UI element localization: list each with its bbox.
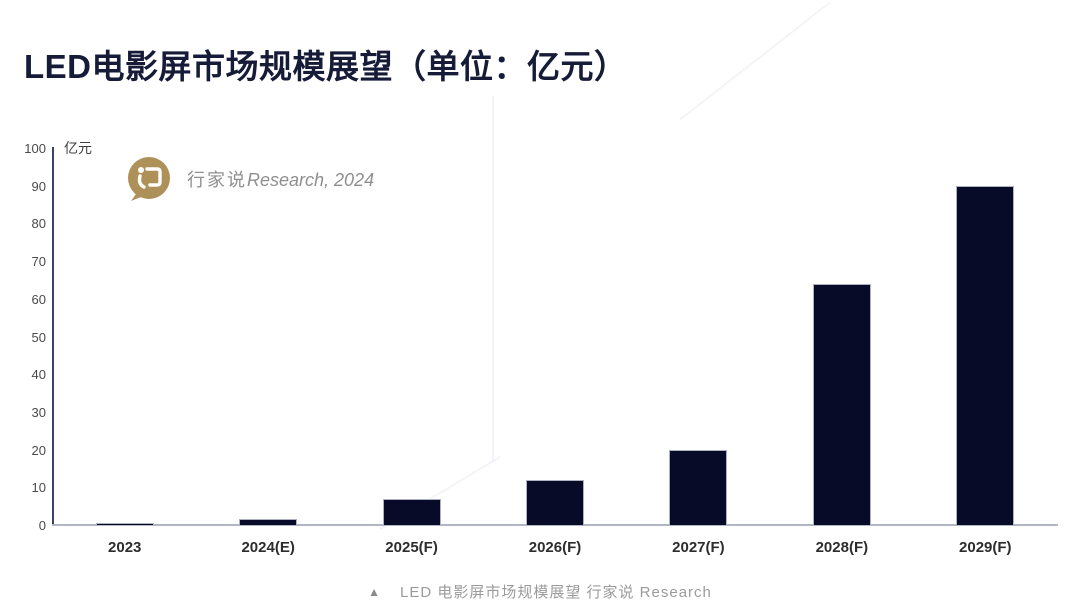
y-tick-label-90: 90: [31, 178, 46, 194]
y-tick-label-100: 100: [24, 141, 46, 156]
bar-2023: [95, 523, 154, 525]
y-tick-label-40: 40: [31, 367, 46, 383]
bar-2028(F): [812, 283, 871, 525]
y-tick-label-50: 50: [31, 329, 46, 345]
y-tick-label-60: 60: [31, 291, 46, 307]
y-axis-unit-label: 亿元: [64, 140, 92, 156]
y-tick-label-80: 80: [31, 216, 46, 232]
background-watermark-line: [679, 1, 831, 121]
x-axis-line: [52, 524, 1058, 526]
x-category-label-2024(E): 2024(E): [241, 539, 295, 556]
x-category-label-2023: 2023: [108, 539, 142, 556]
bar-2027(F): [669, 449, 728, 525]
bar-2025(F): [382, 498, 441, 525]
chart-caption: ▲ LED 电影屏市场规模展望 行家说 Research: [0, 581, 1080, 602]
y-tick-label-70: 70: [31, 254, 46, 270]
watermark-text-latin: Research, 2024: [247, 170, 375, 190]
bar-2029(F): [956, 185, 1015, 525]
background-watermark-line: [492, 96, 494, 462]
y-tick-label-0: 0: [38, 518, 46, 533]
hangjiashuo-logo-icon: [126, 156, 172, 202]
bar-2026(F): [526, 479, 584, 525]
x-category-label-2026(F): 2026(F): [528, 539, 582, 556]
y-axis-line: [52, 147, 54, 525]
triangle-marker-icon: ▲: [368, 584, 380, 599]
y-tick-label-20: 20: [31, 442, 46, 458]
y-tick-label-30: 30: [31, 404, 46, 420]
caption-text: LED 电影屏市场规模展望 行家说 Research: [400, 584, 712, 601]
x-category-label-2025(F): 2025(F): [385, 539, 438, 556]
x-category-label-2029(F): 2029(F): [959, 539, 1012, 556]
watermark-text: 行家说Research, 2024: [187, 166, 374, 192]
x-category-label-2028(F): 2028(F): [815, 539, 869, 556]
watermark: 行家说Research, 2024: [126, 156, 374, 202]
page-title: LED电影屏市场规模展望（单位：亿元）: [24, 48, 628, 85]
x-category-label-2027(F): 2027(F): [672, 539, 725, 556]
watermark-text-cjk: 行家说: [187, 170, 247, 190]
y-tick-label-10: 10: [31, 480, 46, 496]
bar-2024(E): [239, 519, 298, 525]
